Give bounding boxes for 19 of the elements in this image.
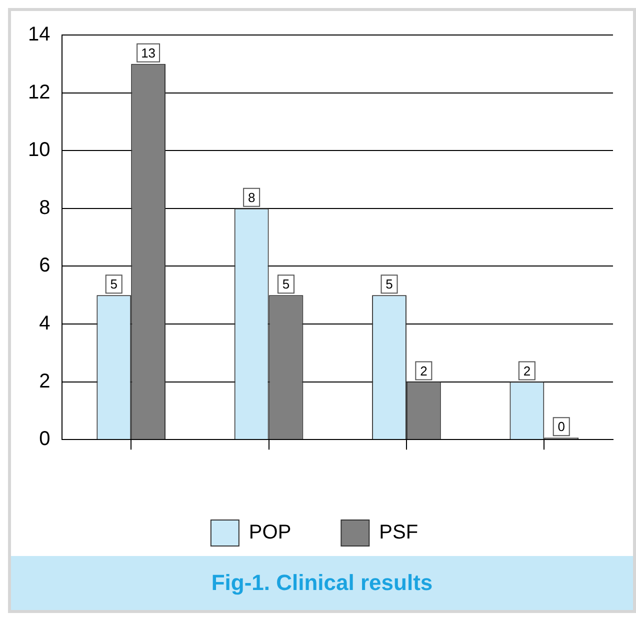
data-label: 2: [523, 363, 531, 378]
text: Fig-1. Clinical results: [11, 556, 633, 610]
data-label: 2: [420, 363, 428, 378]
y-tick-label: 14: [28, 24, 50, 46]
y-tick-label: 6: [39, 254, 50, 277]
legend-label: POP: [248, 522, 292, 544]
data-label: 5: [110, 276, 118, 292]
y-tick-label: 0: [39, 428, 50, 450]
legend-label: PSF: [379, 522, 418, 544]
y-tick-label: 10: [28, 139, 50, 162]
data-label: 0: [558, 419, 565, 434]
y-tick-label: 4: [39, 312, 50, 335]
data-label: 5: [386, 276, 393, 292]
y-tick-label: 2: [39, 370, 50, 392]
y-tick-label: 12: [28, 81, 50, 104]
data-label: 8: [248, 190, 256, 205]
data-label: 5: [282, 276, 290, 292]
data-label: 13: [141, 45, 156, 60]
y-tick-label: 8: [39, 196, 50, 219]
